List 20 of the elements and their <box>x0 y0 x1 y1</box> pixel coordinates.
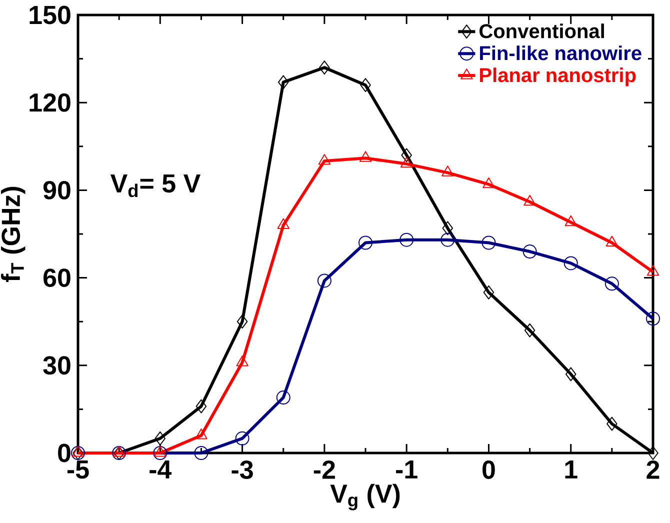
y-axis-title: f$_{T}$ (GHz) <box>0 186 26 282</box>
x-tick-label: 2 <box>646 460 660 479</box>
y-tick-label: 30 <box>43 356 70 375</box>
x-tick-label: -4 <box>150 460 172 478</box>
y-tick-label: 0 <box>58 444 70 462</box>
legend-label: Conventional <box>480 24 604 38</box>
x-tick-label: -1 <box>396 460 418 478</box>
x-tick-label: -2 <box>314 460 335 479</box>
legend-label: Fin-like nanowire <box>480 46 642 60</box>
y-tick-label: 120 <box>30 93 70 112</box>
y-tick-label: 60 <box>44 268 70 287</box>
x-tick-label: 1 <box>565 460 578 478</box>
x-tick-label: -3 <box>232 460 253 479</box>
x-tick-label: 0 <box>482 460 495 479</box>
x-axis-title: V$_{g}$ (V) <box>330 484 400 510</box>
x-tick-label: -5 <box>67 460 89 479</box>
legend-label: Planar nanostrip <box>480 68 636 86</box>
y-tick-label: 150 <box>30 6 70 24</box>
y-tick-label: 90 <box>43 180 70 200</box>
annotation: V$_{d}$= 5 V <box>110 174 200 198</box>
